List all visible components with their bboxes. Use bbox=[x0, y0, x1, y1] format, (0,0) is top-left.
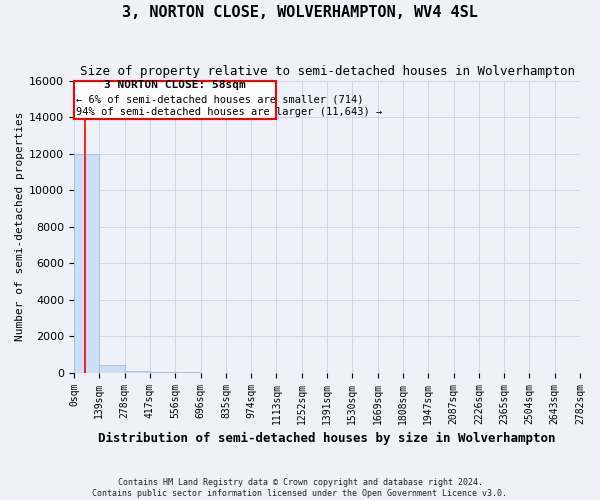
Bar bbox=[74, 154, 99, 372]
X-axis label: Distribution of semi-detached houses by size in Wolverhampton: Distribution of semi-detached houses by … bbox=[98, 432, 556, 445]
Text: 94% of semi-detached houses are larger (11,643) →: 94% of semi-detached houses are larger (… bbox=[76, 107, 382, 117]
Text: Contains HM Land Registry data © Crown copyright and database right 2024.
Contai: Contains HM Land Registry data © Crown c… bbox=[92, 478, 508, 498]
Text: 3, NORTON CLOSE, WOLVERHAMPTON, WV4 4SL: 3, NORTON CLOSE, WOLVERHAMPTON, WV4 4SL bbox=[122, 5, 478, 20]
Text: ← 6% of semi-detached houses are smaller (714): ← 6% of semi-detached houses are smaller… bbox=[76, 94, 364, 104]
Title: Size of property relative to semi-detached houses in Wolverhampton: Size of property relative to semi-detach… bbox=[80, 65, 575, 78]
Bar bbox=[99, 366, 125, 372]
Y-axis label: Number of semi-detached properties: Number of semi-detached properties bbox=[15, 112, 25, 342]
Bar bbox=[125, 371, 150, 372]
FancyBboxPatch shape bbox=[74, 80, 277, 119]
Text: 3 NORTON CLOSE: 58sqm: 3 NORTON CLOSE: 58sqm bbox=[104, 80, 246, 90]
